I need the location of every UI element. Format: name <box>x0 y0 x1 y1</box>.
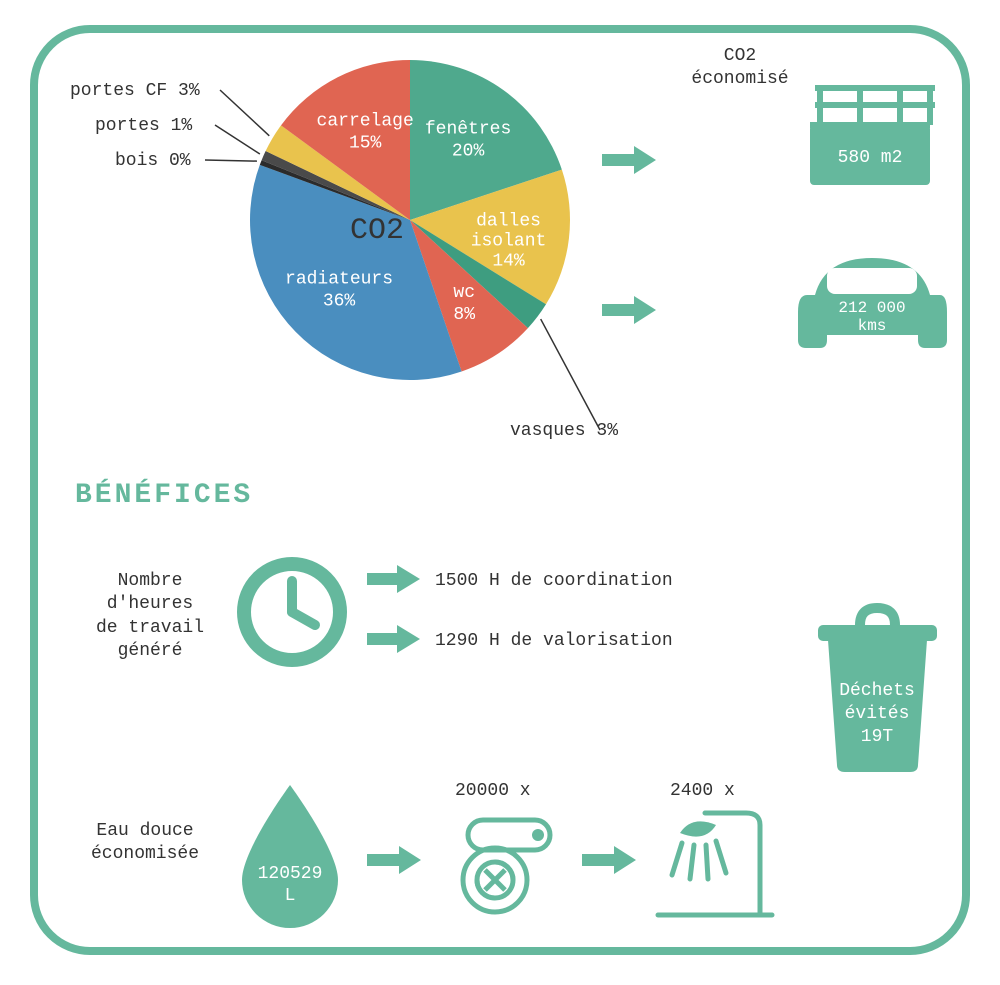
svg-text:19T: 19T <box>861 727 894 747</box>
clock-icon <box>235 555 350 670</box>
co2-saved-title: CO2 économisé <box>680 45 800 92</box>
pie-center-label: CO2 <box>350 214 404 248</box>
svg-text:8%: 8% <box>453 305 475 325</box>
benefits-title: BÉNÉFICES <box>75 480 253 511</box>
callout-vasques: vasques 3% <box>510 420 618 443</box>
water-label: Eau douce économisée <box>75 820 215 867</box>
arrow-icon <box>365 560 425 598</box>
dumpster-value: 580 m2 <box>838 148 903 168</box>
svg-text:14%: 14% <box>492 252 525 272</box>
car-value-l1: 212 000 <box>838 299 905 317</box>
showers-count: 2400 x <box>670 780 735 803</box>
svg-text:20%: 20% <box>452 142 485 162</box>
flushes-count: 20000 x <box>455 780 531 803</box>
svg-text:36%: 36% <box>323 291 356 311</box>
svg-text:carrelage: carrelage <box>317 112 414 132</box>
callout-bois: bois 0% <box>115 150 191 173</box>
svg-text:évités: évités <box>845 704 910 724</box>
svg-text:fenêtres: fenêtres <box>425 120 511 140</box>
dumpster-icon: 580 m2 <box>800 70 940 200</box>
arrow-icon <box>365 840 425 880</box>
washing-icon <box>440 810 560 920</box>
arrow-icon <box>580 840 640 880</box>
hours-valor: 1290 H de valorisation <box>435 630 673 653</box>
svg-text:120529: 120529 <box>258 864 323 884</box>
svg-text:radiateurs: radiateurs <box>285 269 393 289</box>
water-drop-icon: 120529 L <box>230 780 350 930</box>
trash-icon: Déchets évités 19T <box>810 600 945 775</box>
hours-coord: 1500 H de coordination <box>435 570 673 593</box>
svg-text:dalles: dalles <box>476 212 541 232</box>
arrow-icon <box>600 290 660 330</box>
svg-text:Déchets: Déchets <box>839 681 915 701</box>
arrow-icon <box>365 620 425 658</box>
svg-text:wc: wc <box>453 283 475 303</box>
svg-text:L: L <box>285 886 296 906</box>
hours-label: Nombre d'heures de travail généré <box>85 570 215 664</box>
car-icon: 212 000 kms <box>795 240 950 370</box>
svg-text:15%: 15% <box>349 134 382 154</box>
svg-text:isolant: isolant <box>471 232 547 252</box>
shower-icon <box>650 805 780 925</box>
car-value-l2: kms <box>858 317 887 335</box>
callout-portesCF: portes CF 3% <box>70 80 200 103</box>
arrow-icon <box>600 140 660 180</box>
callout-portes: portes 1% <box>95 115 192 138</box>
